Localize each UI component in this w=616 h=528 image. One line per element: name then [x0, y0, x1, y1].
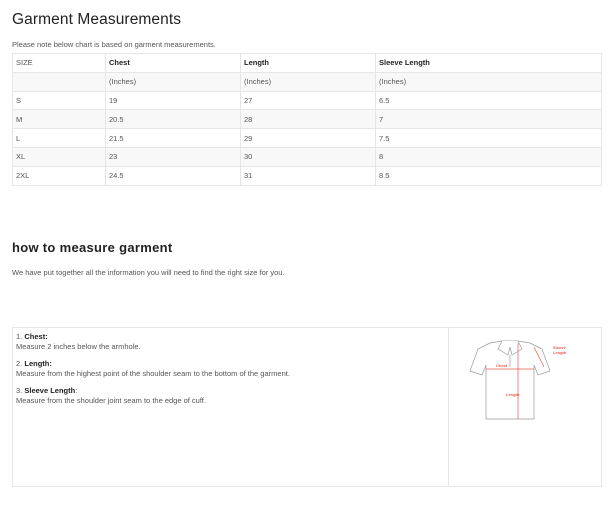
step-sleeve: 3. Sleeve Length: Measure from the should…	[16, 386, 290, 406]
step-label: Sleeve Length	[24, 386, 76, 395]
shirt-diagram: Chest Length Sleeve Length	[469, 340, 567, 420]
cell: XL	[12, 146, 106, 167]
header-chest: Chest	[105, 53, 241, 73]
header-row: SIZE Chest Length Sleeve Length	[12, 53, 602, 73]
step-text: Measure 2 inches below the armhole.	[16, 342, 141, 351]
cell: 19	[105, 90, 241, 111]
cell: 21.5	[105, 128, 241, 148]
units-row: (Inches) (Inches) (Inches)	[12, 71, 602, 92]
unit-cell: (Inches)	[240, 71, 376, 92]
table-row: S 19 27 6.5	[12, 90, 602, 111]
cell: 7.5	[375, 128, 602, 148]
length-label: Length	[506, 392, 520, 397]
unit-cell: (Inches)	[105, 71, 241, 92]
table-row: XL 23 30 8	[12, 146, 602, 167]
header-sleeve: Sleeve Length	[375, 53, 602, 73]
cell: S	[12, 90, 106, 111]
unit-cell	[12, 71, 106, 92]
table-row: L 21.5 29 7.5	[12, 128, 602, 148]
sleeve-label-1: Sleeve	[553, 345, 566, 350]
shirt-outline-icon	[469, 340, 551, 420]
step-text: Measure from the shoulder joint seam to …	[16, 396, 206, 405]
cell: 31	[240, 165, 376, 186]
sleeve-arrow	[533, 346, 545, 368]
step-text: Measure from the highest point of the sh…	[16, 369, 290, 378]
step-label: Chest:	[24, 332, 48, 341]
cell: 20.5	[105, 109, 241, 130]
cell: 27	[240, 90, 376, 111]
how-to-measure-intro: We have put together all the information…	[12, 268, 285, 277]
chart-note: Please note below chart is based on garm…	[12, 40, 216, 49]
cell: 30	[240, 146, 376, 167]
table-row: M 20.5 28 7	[12, 109, 602, 130]
step-number: 3.	[16, 386, 23, 395]
cell: 29	[240, 128, 376, 148]
cell: 2XL	[12, 165, 106, 186]
cell: 24.5	[105, 165, 241, 186]
step-label: Length:	[24, 359, 52, 368]
header-length: Length	[240, 53, 376, 73]
step-number: 2.	[16, 359, 23, 368]
cell: 23	[105, 146, 241, 167]
step-number: 1.	[16, 332, 23, 341]
instructions-box: 1. Chest: Measure 2 inches below the armh…	[12, 327, 602, 487]
table-row: 2XL 24.5 31 8.5	[12, 165, 602, 186]
page-title: Garment Measurements	[12, 11, 182, 28]
how-to-measure-title: how to measure garment	[12, 240, 173, 255]
unit-cell: (Inches)	[375, 71, 602, 92]
step-colon: :	[75, 386, 78, 395]
cell: 7	[375, 109, 602, 130]
cell: 28	[240, 109, 376, 130]
cell: 8	[375, 146, 602, 167]
chest-label: Chest	[496, 363, 508, 368]
header-size: SIZE	[12, 53, 106, 73]
step-chest: 1. Chest: Measure 2 inches below the armh…	[16, 332, 290, 352]
step-length: 2. Length: Measure from the highest point…	[16, 359, 290, 379]
sleeve-label-2: Length	[553, 350, 567, 355]
column-divider	[448, 328, 449, 486]
cell: 8.5	[375, 165, 602, 186]
cell: L	[12, 128, 106, 148]
size-table: SIZE Chest Length Sleeve Length (Inches)…	[12, 53, 602, 186]
cell: M	[12, 109, 106, 130]
cell: 6.5	[375, 90, 602, 111]
instructions-list: 1. Chest: Measure 2 inches below the armh…	[16, 332, 290, 413]
